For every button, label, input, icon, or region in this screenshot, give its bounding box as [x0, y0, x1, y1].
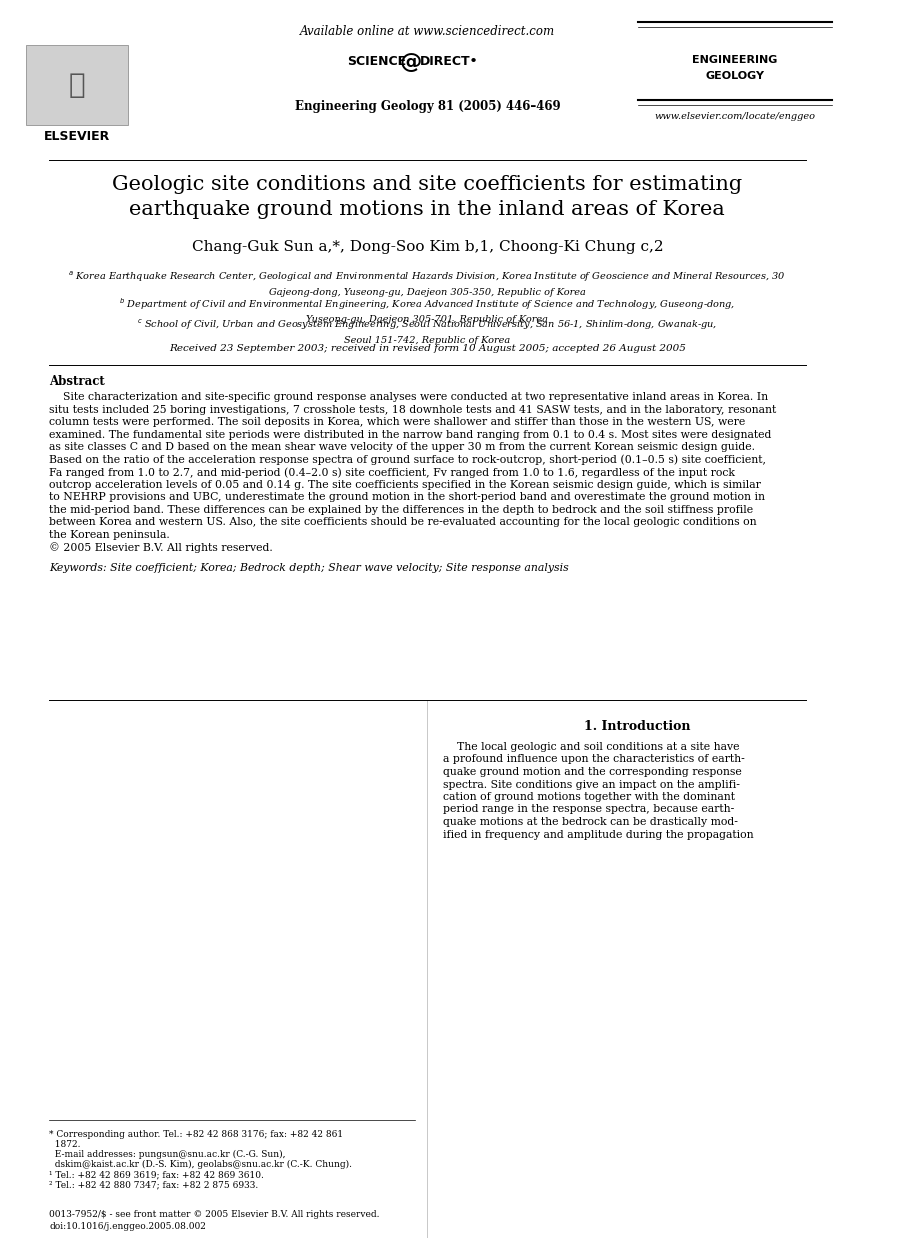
- Text: $^a$ Korea Earthquake Research Center, Geological and Environmental Hazards Divi: $^a$ Korea Earthquake Research Center, G…: [68, 270, 786, 297]
- Text: period range in the response spectra, because earth-: period range in the response spectra, be…: [444, 805, 735, 815]
- Text: Received 23 September 2003; received in revised form 10 August 2005; accepted 26: Received 23 September 2003; received in …: [169, 344, 686, 353]
- Text: E-mail addresses: pungsun@snu.ac.kr (C.-G. Sun),: E-mail addresses: pungsun@snu.ac.kr (C.-…: [50, 1150, 286, 1159]
- Text: ¹ Tel.: +82 42 869 3619; fax: +82 42 869 3610.: ¹ Tel.: +82 42 869 3619; fax: +82 42 869…: [50, 1170, 264, 1179]
- Text: ENGINEERING
GEOLOGY: ENGINEERING GEOLOGY: [692, 54, 777, 82]
- Text: $^b$ Department of Civil and Environmental Engineering, Korea Advanced Institute: $^b$ Department of Civil and Environment…: [119, 296, 736, 324]
- Text: spectra. Site conditions give an impact on the amplifi-: spectra. Site conditions give an impact …: [444, 780, 740, 790]
- Text: earthquake ground motions in the inland areas of Korea: earthquake ground motions in the inland …: [130, 201, 726, 219]
- Text: * Corresponding author. Tel.: +82 42 868 3176; fax: +82 42 861: * Corresponding author. Tel.: +82 42 868…: [50, 1130, 344, 1139]
- Text: 0013-7952/$ - see front matter © 2005 Elsevier B.V. All rights reserved.: 0013-7952/$ - see front matter © 2005 El…: [50, 1210, 380, 1219]
- Text: situ tests included 25 boring investigations, 7 crosshole tests, 18 downhole tes: situ tests included 25 boring investigat…: [50, 405, 776, 415]
- Text: Site characterization and site-specific ground response analyses were conducted : Site characterization and site-specific …: [50, 392, 768, 402]
- Text: ELSEVIER: ELSEVIER: [44, 130, 111, 144]
- Text: doi:10.1016/j.enggeo.2005.08.002: doi:10.1016/j.enggeo.2005.08.002: [50, 1222, 207, 1231]
- Text: 1872.: 1872.: [50, 1140, 81, 1149]
- Text: © 2005 Elsevier B.V. All rights reserved.: © 2005 Elsevier B.V. All rights reserved…: [50, 542, 273, 553]
- Text: as site classes C and D based on the mean shear wave velocity of the upper 30 m : as site classes C and D based on the mea…: [50, 442, 756, 452]
- Text: the mid-period band. These differences can be explained by the differences in th: the mid-period band. These differences c…: [50, 505, 754, 515]
- Text: www.elsevier.com/locate/enggeo: www.elsevier.com/locate/enggeo: [654, 111, 815, 121]
- Text: outcrop acceleration levels of 0.05 and 0.14 g. The site coefficients specified : outcrop acceleration levels of 0.05 and …: [50, 479, 761, 489]
- Text: column tests were performed. The soil deposits in Korea, which were shallower an: column tests were performed. The soil de…: [50, 417, 746, 427]
- FancyBboxPatch shape: [26, 45, 128, 125]
- Text: Fa ranged from 1.0 to 2.7, and mid-period (0.4–2.0 s) site coefficient, Fv range: Fa ranged from 1.0 to 2.7, and mid-perio…: [50, 467, 736, 478]
- Text: ² Tel.: +82 42 880 7347; fax: +82 2 875 6933.: ² Tel.: +82 42 880 7347; fax: +82 2 875 …: [50, 1180, 258, 1188]
- Text: Based on the ratio of the acceleration response spectra of ground surface to roc: Based on the ratio of the acceleration r…: [50, 454, 766, 465]
- Text: SCIENCE: SCIENCE: [346, 54, 406, 68]
- Text: Abstract: Abstract: [50, 375, 105, 387]
- Text: to NEHRP provisions and UBC, underestimate the ground motion in the short-period: to NEHRP provisions and UBC, underestima…: [50, 491, 766, 501]
- Text: between Korea and western US. Also, the site coefficients should be re-evaluated: between Korea and western US. Also, the …: [50, 517, 757, 527]
- Text: Geologic site conditions and site coefficients for estimating: Geologic site conditions and site coeffi…: [112, 175, 743, 194]
- Text: ified in frequency and amplitude during the propagation: ified in frequency and amplitude during …: [444, 829, 754, 839]
- Text: the Korean peninsula.: the Korean peninsula.: [50, 530, 171, 540]
- Text: cation of ground motions together with the dominant: cation of ground motions together with t…: [444, 792, 735, 802]
- Text: Chang-Guk Sun a,*, Dong-Soo Kim b,1, Choong-Ki Chung c,2: Chang-Guk Sun a,*, Dong-Soo Kim b,1, Cho…: [191, 240, 663, 254]
- Text: quake motions at the bedrock can be drastically mod-: quake motions at the bedrock can be dras…: [444, 817, 738, 827]
- Text: quake ground motion and the corresponding response: quake ground motion and the correspondin…: [444, 768, 742, 777]
- Text: $^c$ School of Civil, Urban and Geosystem Engineering, Seoul National University: $^c$ School of Civil, Urban and Geosyste…: [137, 318, 717, 345]
- Text: Available online at www.sciencedirect.com: Available online at www.sciencedirect.co…: [300, 25, 555, 38]
- Text: @: @: [399, 52, 422, 72]
- Text: Keywords: Site coefficient; Korea; Bedrock depth; Shear wave velocity; Site resp: Keywords: Site coefficient; Korea; Bedro…: [50, 562, 570, 572]
- Text: 🌿: 🌿: [69, 71, 85, 99]
- Text: examined. The fundamental site periods were distributed in the narrow band rangi: examined. The fundamental site periods w…: [50, 430, 772, 439]
- Text: a profound influence upon the characteristics of earth-: a profound influence upon the characteri…: [444, 754, 745, 765]
- Text: The local geologic and soil conditions at a site have: The local geologic and soil conditions a…: [444, 742, 739, 751]
- Text: Engineering Geology 81 (2005) 446–469: Engineering Geology 81 (2005) 446–469: [295, 100, 561, 113]
- Text: dskim@kaist.ac.kr (D.-S. Kim), geolabs@snu.ac.kr (C.-K. Chung).: dskim@kaist.ac.kr (D.-S. Kim), geolabs@s…: [50, 1160, 353, 1169]
- Text: 1. Introduction: 1. Introduction: [584, 721, 691, 733]
- Text: DIRECT•: DIRECT•: [420, 54, 478, 68]
